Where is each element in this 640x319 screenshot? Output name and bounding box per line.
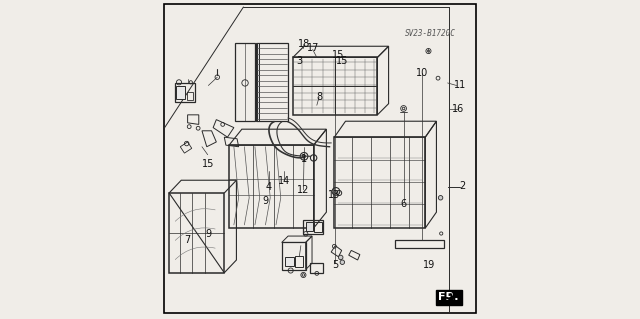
Text: 2: 2: [459, 181, 465, 191]
Text: 18: 18: [298, 39, 310, 49]
Text: 12: 12: [297, 185, 310, 195]
Text: SV23-B1720C: SV23-B1720C: [404, 29, 456, 38]
Text: 8: 8: [316, 92, 322, 102]
Bar: [285, 257, 294, 266]
Text: 9: 9: [262, 196, 269, 206]
Text: 4: 4: [266, 182, 272, 192]
Text: 5: 5: [332, 260, 339, 270]
Circle shape: [340, 260, 344, 264]
Bar: [295, 256, 303, 267]
Bar: [187, 92, 193, 100]
Bar: [177, 86, 186, 99]
Text: 13: 13: [328, 189, 340, 200]
Text: 17: 17: [307, 43, 319, 54]
Circle shape: [339, 255, 343, 260]
Text: 14: 14: [278, 176, 291, 186]
Polygon shape: [257, 43, 259, 121]
Text: 15: 15: [336, 56, 349, 66]
Text: 1: 1: [301, 154, 307, 165]
Text: FR.: FR.: [438, 292, 459, 302]
Text: 3: 3: [296, 56, 302, 66]
Circle shape: [438, 196, 443, 200]
Bar: [306, 222, 313, 231]
Text: 15: 15: [202, 159, 214, 169]
Text: 7: 7: [184, 235, 191, 245]
Text: 19: 19: [423, 260, 435, 271]
Text: 15: 15: [332, 50, 344, 60]
Text: 11: 11: [454, 80, 467, 91]
Text: 9: 9: [205, 228, 211, 239]
Text: 16: 16: [452, 104, 464, 114]
Bar: [314, 222, 321, 232]
Text: 10: 10: [416, 68, 428, 78]
Text: 6: 6: [401, 198, 406, 209]
Bar: [395, 240, 444, 248]
